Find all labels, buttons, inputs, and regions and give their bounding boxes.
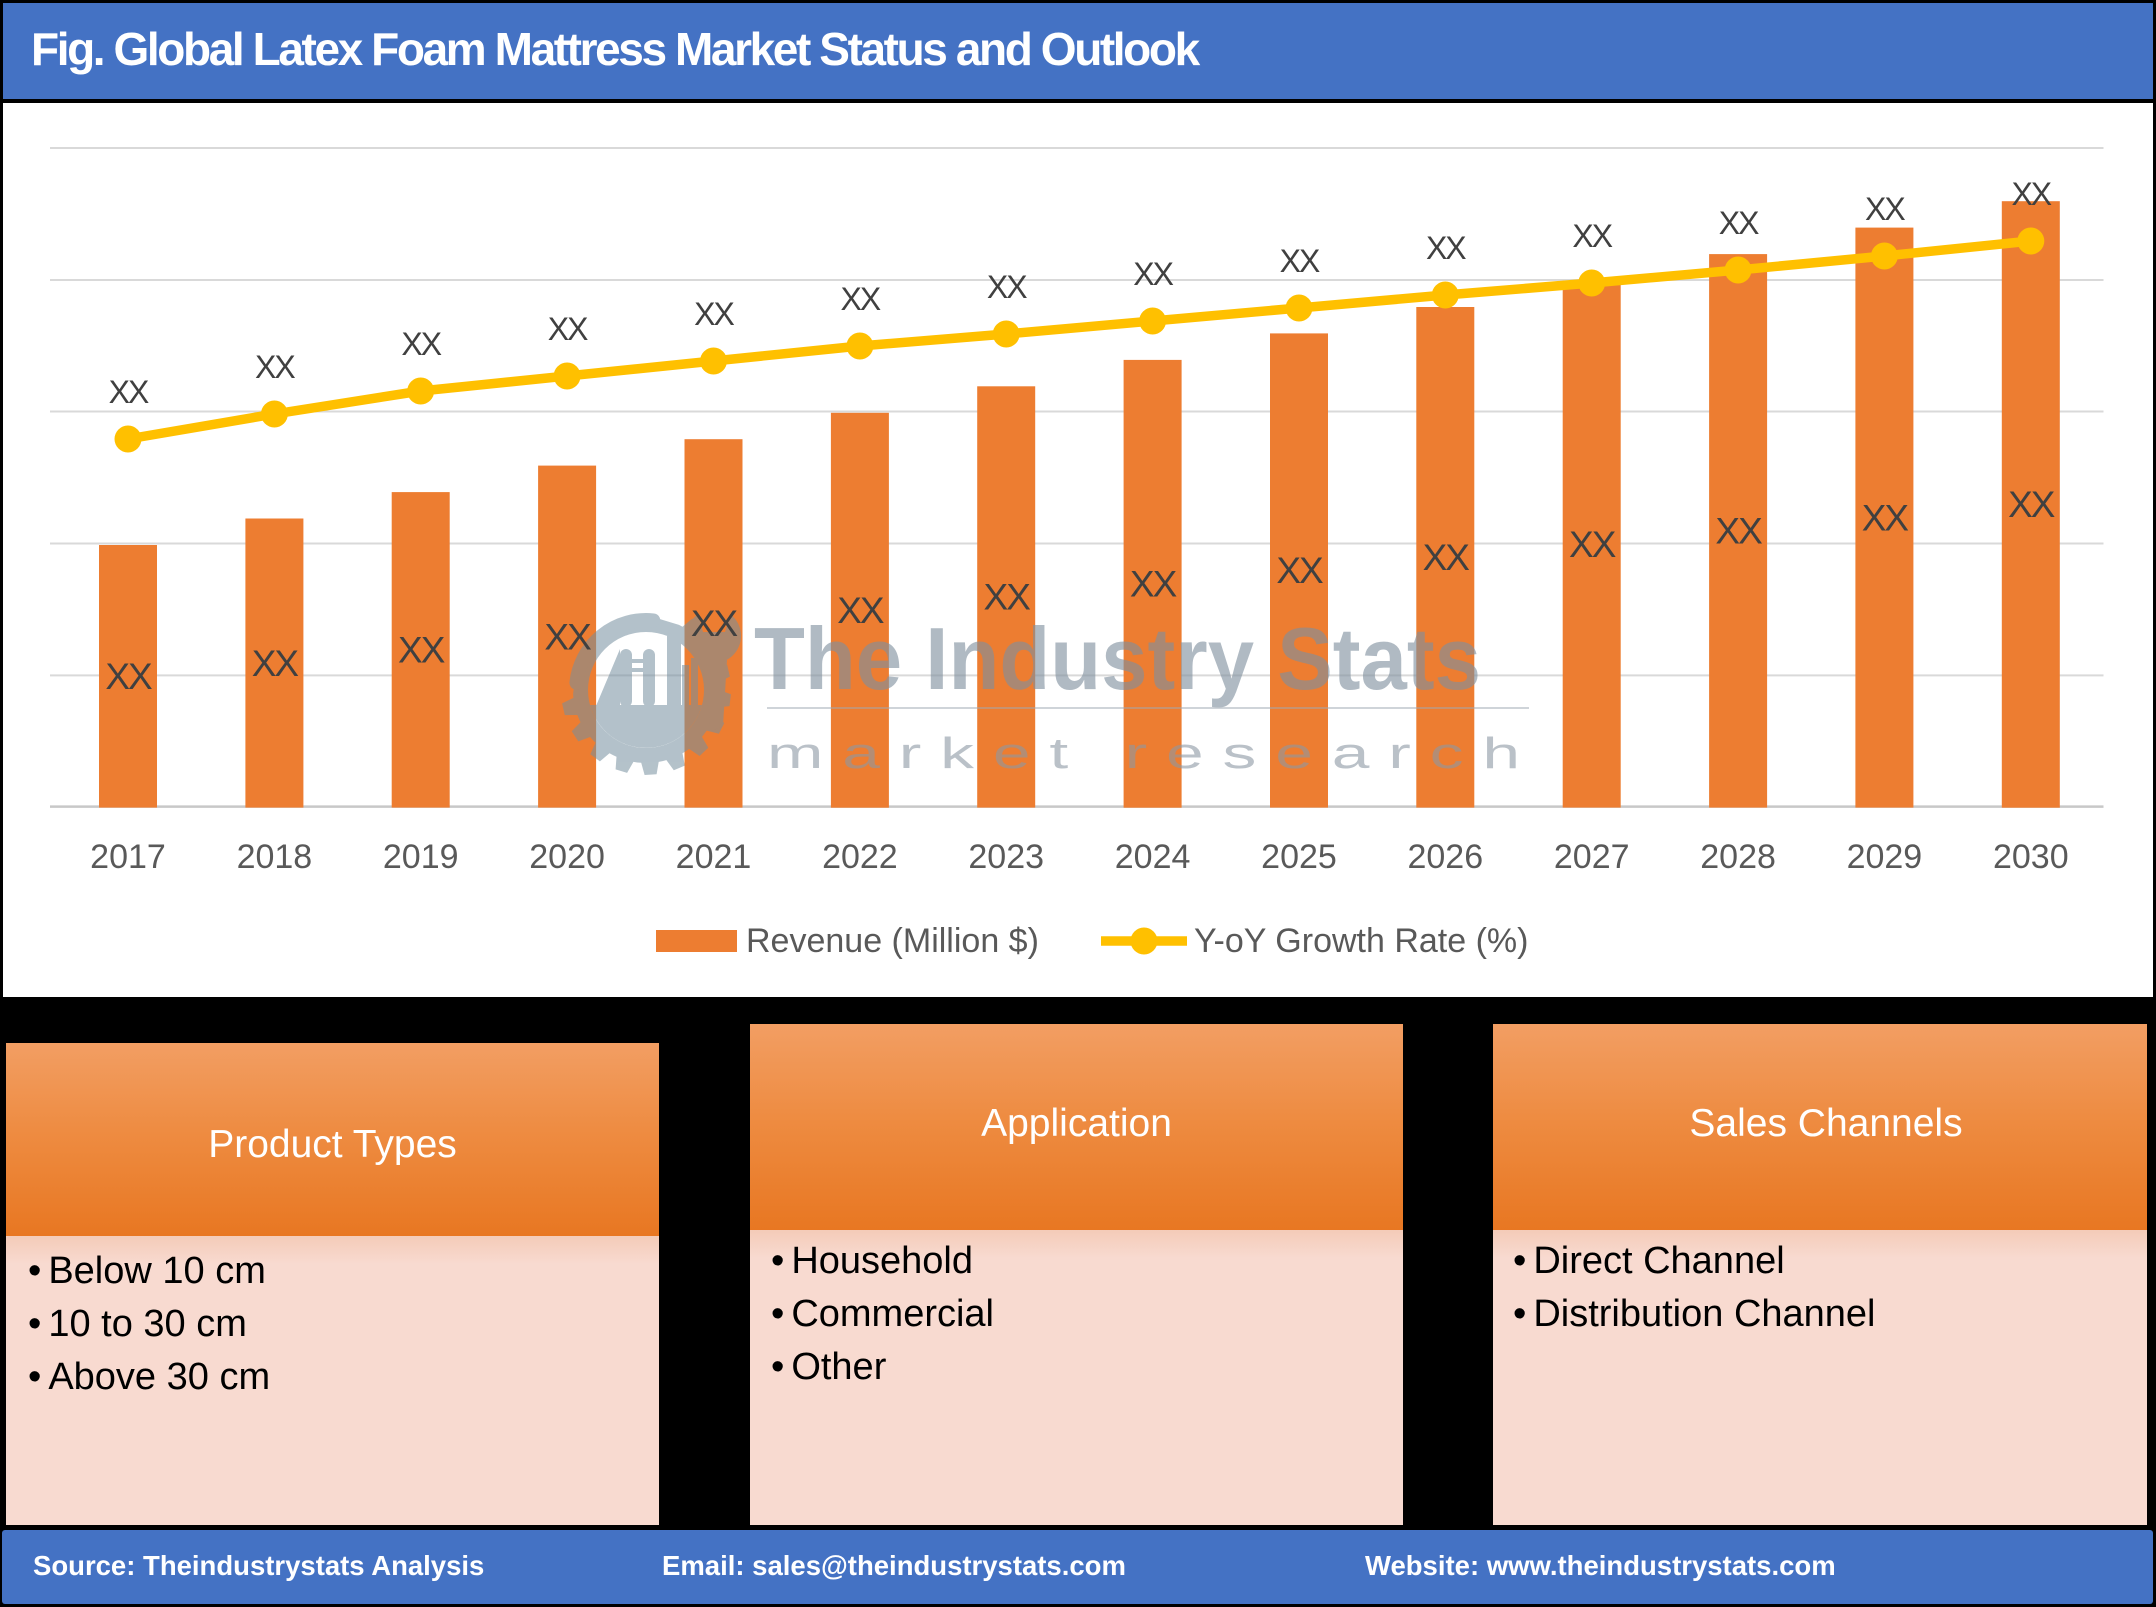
- svg-text:XX: XX: [2008, 484, 2055, 525]
- svg-text:XX: XX: [544, 616, 591, 657]
- svg-text:XX: XX: [1569, 524, 1616, 565]
- svg-text:XX: XX: [398, 630, 445, 671]
- svg-text:XX: XX: [1865, 191, 1905, 227]
- svg-text:Revenue (Million $): Revenue (Million $): [746, 922, 1039, 960]
- svg-text:2021: 2021: [676, 838, 752, 876]
- svg-text:XX: XX: [255, 349, 295, 385]
- svg-text:XX: XX: [252, 643, 299, 684]
- svg-text:XX: XX: [1276, 550, 1323, 591]
- svg-text:XX: XX: [401, 326, 441, 362]
- svg-text:2026: 2026: [1407, 838, 1483, 876]
- svg-text:XX: XX: [1280, 243, 1320, 279]
- svg-text:XX: XX: [1423, 537, 1470, 578]
- svg-text:XX: XX: [548, 311, 588, 347]
- svg-text:2022: 2022: [822, 838, 898, 876]
- svg-text:2029: 2029: [1847, 838, 1923, 876]
- svg-text:2027: 2027: [1554, 838, 1630, 876]
- svg-text:XX: XX: [1862, 497, 1909, 538]
- svg-text:XX: XX: [1426, 230, 1466, 266]
- svg-text:Y-oY Growth Rate (%): Y-oY Growth Rate (%): [1194, 922, 1528, 960]
- svg-text:2030: 2030: [1993, 838, 2069, 876]
- svg-text:XX: XX: [691, 603, 738, 644]
- svg-text:XX: XX: [1130, 563, 1177, 604]
- svg-text:2019: 2019: [383, 838, 459, 876]
- svg-text:XX: XX: [105, 656, 152, 697]
- svg-text:XX: XX: [837, 590, 884, 631]
- svg-text:2023: 2023: [968, 838, 1044, 876]
- svg-text:2020: 2020: [529, 838, 605, 876]
- svg-text:The Industry Stats: The Industry Stats: [754, 609, 1481, 708]
- svg-text:XX: XX: [1133, 256, 1173, 292]
- svg-text:XX: XX: [694, 296, 734, 332]
- svg-text:2018: 2018: [237, 838, 313, 876]
- svg-text:XX: XX: [987, 269, 1027, 305]
- svg-text:XX: XX: [1715, 511, 1762, 552]
- svg-text:2028: 2028: [1700, 838, 1776, 876]
- svg-text:m a r k e t r e s e a r c h: m a r k e t r e s e a r c h: [767, 729, 1520, 778]
- svg-text:XX: XX: [984, 577, 1031, 618]
- svg-text:XX: XX: [1719, 205, 1759, 241]
- svg-text:XX: XX: [109, 374, 149, 410]
- svg-text:XX: XX: [841, 281, 881, 317]
- svg-text:2024: 2024: [1115, 838, 1191, 876]
- svg-text:2025: 2025: [1261, 838, 1337, 876]
- svg-text:XX: XX: [2011, 176, 2051, 212]
- svg-text:XX: XX: [1572, 218, 1612, 254]
- svg-text:2017: 2017: [90, 838, 166, 876]
